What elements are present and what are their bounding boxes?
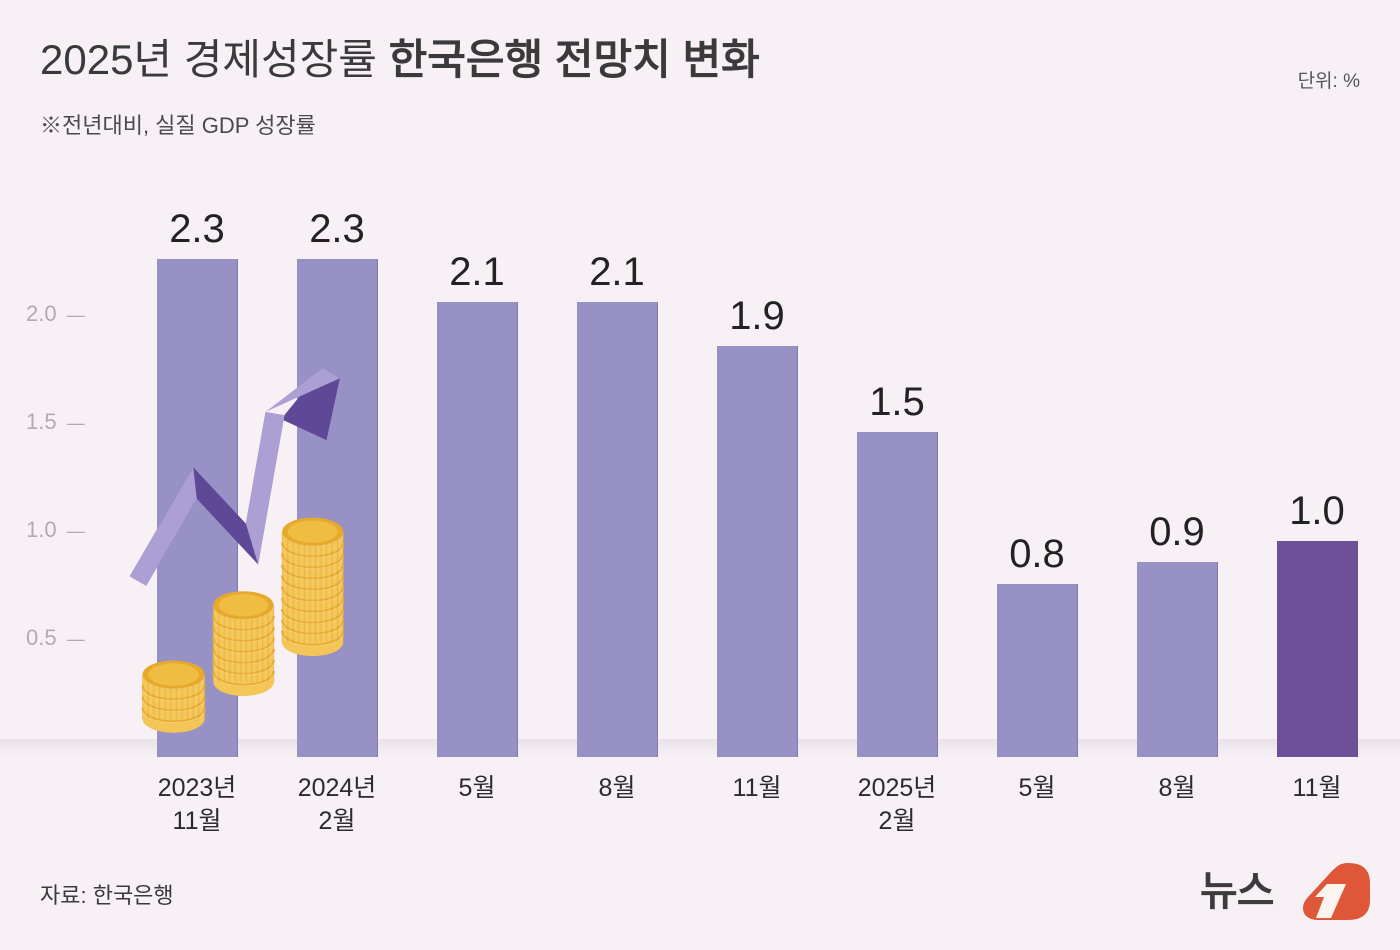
svg-text:뉴스: 뉴스 — [1200, 868, 1274, 914]
